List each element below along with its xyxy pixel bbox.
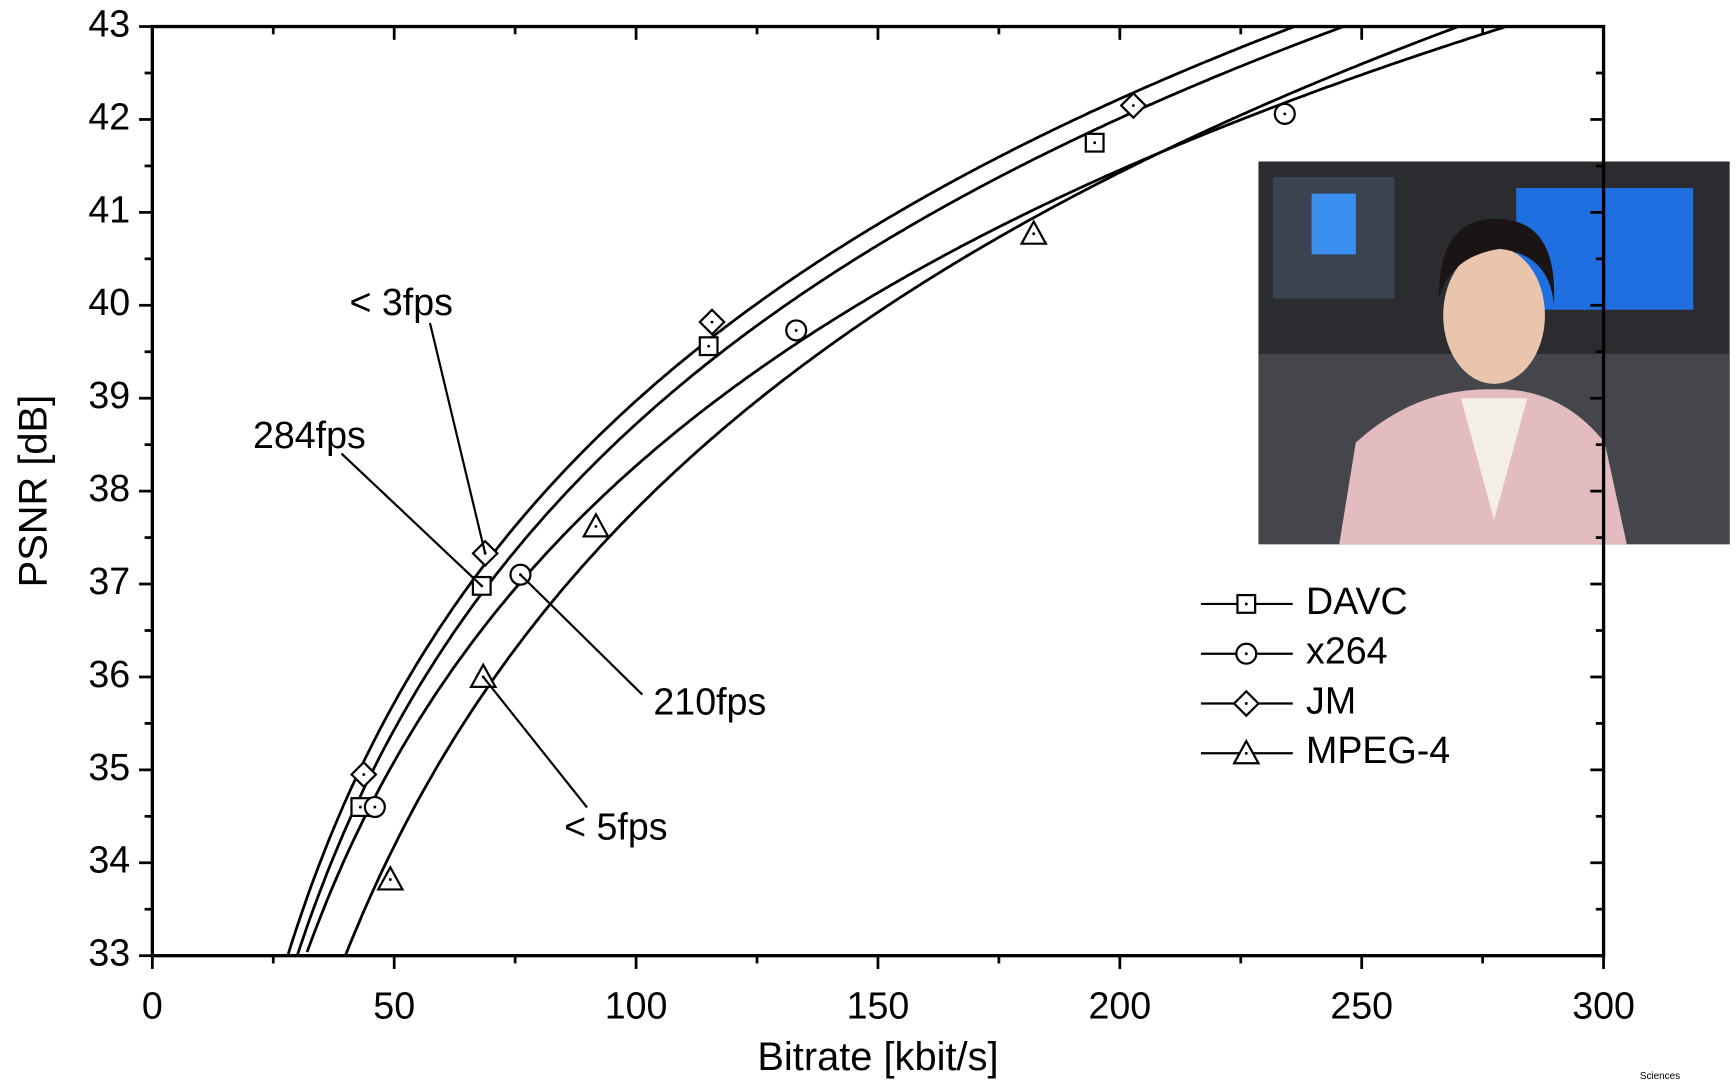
x-tick-label: 100 (605, 985, 668, 1027)
y-tick-label: 38 (88, 467, 130, 509)
marker (1232, 689, 1261, 718)
marker-dot (1283, 112, 1287, 116)
x-tick-label: 0 (142, 985, 163, 1027)
leader-line (482, 676, 588, 809)
marker-dot (388, 878, 392, 881)
y-tick-label: 37 (88, 560, 130, 602)
y-tick-label: 42 (88, 95, 130, 137)
y-tick-label: 36 (88, 653, 130, 695)
marker (471, 539, 499, 568)
marker (363, 795, 386, 819)
marker (1084, 132, 1105, 153)
x-tick-label: 200 (1088, 985, 1151, 1027)
y-tick-label: 34 (88, 839, 130, 881)
x-tick-label: 50 (373, 985, 415, 1027)
legend-label: x264 (1306, 630, 1388, 672)
leader-line (340, 452, 483, 587)
marker-dot (794, 328, 798, 332)
marker (376, 865, 405, 891)
marker-dot (1244, 652, 1248, 656)
inset-photo (1258, 161, 1730, 545)
fit-curve (296, 25, 1343, 956)
marker-dot (1032, 232, 1036, 236)
fit-curve (286, 25, 1295, 956)
leader-line (519, 573, 644, 696)
y-tick-label: 41 (88, 188, 130, 230)
marker (581, 511, 610, 538)
marker (785, 319, 808, 342)
marker-dot (373, 805, 377, 809)
marker (698, 308, 726, 336)
fit-curve (344, 25, 1459, 955)
annotation: 210fps (653, 681, 766, 723)
marker (1235, 642, 1258, 665)
x-tick-label: 150 (847, 985, 910, 1027)
marker-dot (710, 320, 714, 324)
legend-label: JM (1306, 679, 1356, 721)
marker (469, 662, 498, 689)
marker-dot (1244, 602, 1248, 606)
legend-label: DAVC (1306, 580, 1408, 622)
y-tick-label: 40 (88, 281, 130, 323)
annotation: < 3fps (349, 281, 452, 323)
marker (350, 760, 378, 789)
watermark: Sciences (1640, 1071, 1680, 1082)
x-tick-label: 300 (1572, 985, 1635, 1027)
marker-dot (1131, 104, 1135, 107)
legend-label: MPEG-4 (1306, 729, 1450, 771)
leader-line (428, 322, 487, 554)
annotation: < 5fps (564, 806, 667, 848)
marker-dot (707, 344, 711, 348)
marker-dot (1093, 141, 1097, 145)
marker (1119, 91, 1148, 120)
y-tick-label: 33 (88, 932, 130, 974)
marker-dot (1244, 702, 1248, 705)
y-tick-label: 35 (88, 746, 130, 788)
marker (1019, 219, 1048, 245)
x-tick-label: 250 (1330, 985, 1393, 1027)
marker (1232, 738, 1261, 765)
y-tick-label: 39 (88, 374, 130, 416)
x-axis-label: Bitrate [kbit/s] (757, 1035, 998, 1079)
marker-dot (358, 805, 362, 809)
marker (1236, 593, 1257, 614)
y-tick-label: 43 (88, 2, 130, 44)
marker (1273, 102, 1296, 125)
fit-curve (305, 25, 1505, 953)
marker (698, 336, 719, 357)
marker-dot (594, 524, 598, 528)
marker-dot (362, 773, 366, 776)
marker-dot (1244, 751, 1248, 755)
annotation: 284fps (253, 414, 366, 456)
y-axis-label: PSNR [dB] (12, 395, 56, 587)
